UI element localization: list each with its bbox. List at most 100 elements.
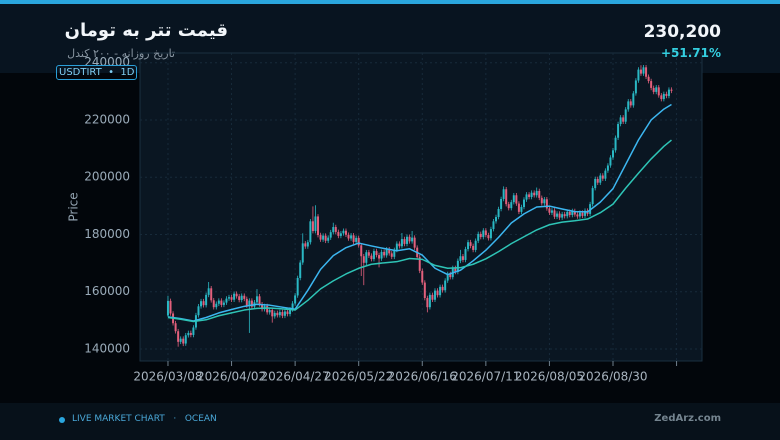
axes: 1400001600001800002000002200002400002026… <box>84 55 678 384</box>
candle-body <box>556 213 559 217</box>
candle-body <box>342 230 345 234</box>
candle-body <box>568 211 571 216</box>
candle-body <box>192 327 195 335</box>
candle-body <box>362 256 365 263</box>
candle-body <box>528 194 531 197</box>
candle-body <box>477 233 480 241</box>
candle-body <box>431 294 434 300</box>
candle-body <box>210 288 213 301</box>
candle-body <box>281 312 284 316</box>
candle-body <box>184 335 187 344</box>
candle-body <box>411 237 414 242</box>
x-tick-label: 2026/05/22 <box>324 370 393 384</box>
candle-body <box>619 117 622 124</box>
symbol-badge: USDTIRT • 1D <box>56 65 138 80</box>
candle-body <box>479 233 482 238</box>
y-tick-label: 220000 <box>84 112 130 126</box>
candle-body <box>182 338 185 344</box>
candle-body <box>604 170 607 179</box>
candle-body <box>474 240 477 250</box>
candle-body <box>357 237 360 246</box>
candle-body <box>584 210 587 216</box>
candle-body <box>662 93 665 100</box>
candle-body <box>433 290 436 300</box>
candle-body <box>301 243 304 263</box>
candle-body <box>601 175 604 179</box>
candle-body <box>502 189 505 199</box>
top-accent <box>0 0 780 4</box>
x-tick-label: 2026/03/08 <box>133 370 202 384</box>
candle-body <box>197 306 200 316</box>
candle-body <box>296 277 299 296</box>
candle-body <box>222 302 225 305</box>
candle-body <box>533 192 536 196</box>
candle-body <box>576 214 579 217</box>
candle-body <box>571 211 574 216</box>
candle-body <box>510 202 513 209</box>
candle-body <box>403 239 406 244</box>
candle-body <box>599 175 602 183</box>
x-tick-label: 2026/08/30 <box>578 370 647 384</box>
candle-body <box>444 280 447 291</box>
candle-body <box>553 210 556 217</box>
candle-body <box>395 243 398 250</box>
candle-body <box>561 214 564 218</box>
candle-body <box>327 237 330 241</box>
candle-body <box>400 239 403 247</box>
candle-body <box>558 213 561 218</box>
candle-body <box>334 227 337 232</box>
candle-body <box>591 188 594 205</box>
candle-body <box>169 300 172 314</box>
candle-body <box>177 331 180 342</box>
candle-body <box>286 311 289 315</box>
candle-body <box>454 267 457 272</box>
x-tick-label: 2026/08/05 <box>515 370 584 384</box>
candle-body <box>215 303 218 308</box>
candle-body <box>472 245 475 250</box>
candle-body <box>520 207 523 212</box>
candle-body <box>650 81 653 88</box>
live-dot <box>59 417 65 423</box>
candle-body <box>398 243 401 247</box>
candle-body <box>487 235 490 239</box>
candle-body <box>261 304 264 310</box>
candle-body <box>383 251 386 256</box>
candle-body <box>278 312 281 316</box>
x-tick-label: 2026/04/27 <box>261 370 330 384</box>
candle-body <box>294 295 297 304</box>
candle-body <box>189 332 192 335</box>
candle-body <box>225 298 228 303</box>
candle-body <box>535 190 538 196</box>
candle-body <box>322 235 325 240</box>
candle-body <box>522 199 525 207</box>
candle-body <box>637 69 640 81</box>
candle-body <box>627 101 630 110</box>
candle-body <box>606 165 609 171</box>
candle-body <box>248 300 251 306</box>
candle-body <box>350 235 353 239</box>
candle-body <box>309 221 312 243</box>
candle-body <box>578 212 581 217</box>
candle-body <box>540 197 543 204</box>
candle-body <box>365 252 368 263</box>
candle-body <box>273 312 276 317</box>
candle-body <box>484 230 487 236</box>
x-tick-label: 2026/06/16 <box>388 370 457 384</box>
candle-body <box>611 150 614 158</box>
candle-body <box>385 249 388 256</box>
candle-body <box>250 300 253 307</box>
moving-average-line <box>167 139 672 323</box>
candle-body <box>406 236 409 244</box>
candle-body <box>378 255 381 259</box>
candle-body <box>179 338 182 342</box>
moving-average-line <box>167 103 672 322</box>
candle-body <box>332 227 335 233</box>
y-axis-label: Price <box>67 192 81 221</box>
candle-body <box>235 293 238 297</box>
candle-body <box>548 208 551 213</box>
candle-body <box>446 273 449 281</box>
candle-body <box>449 273 452 278</box>
candle-body <box>642 67 645 74</box>
